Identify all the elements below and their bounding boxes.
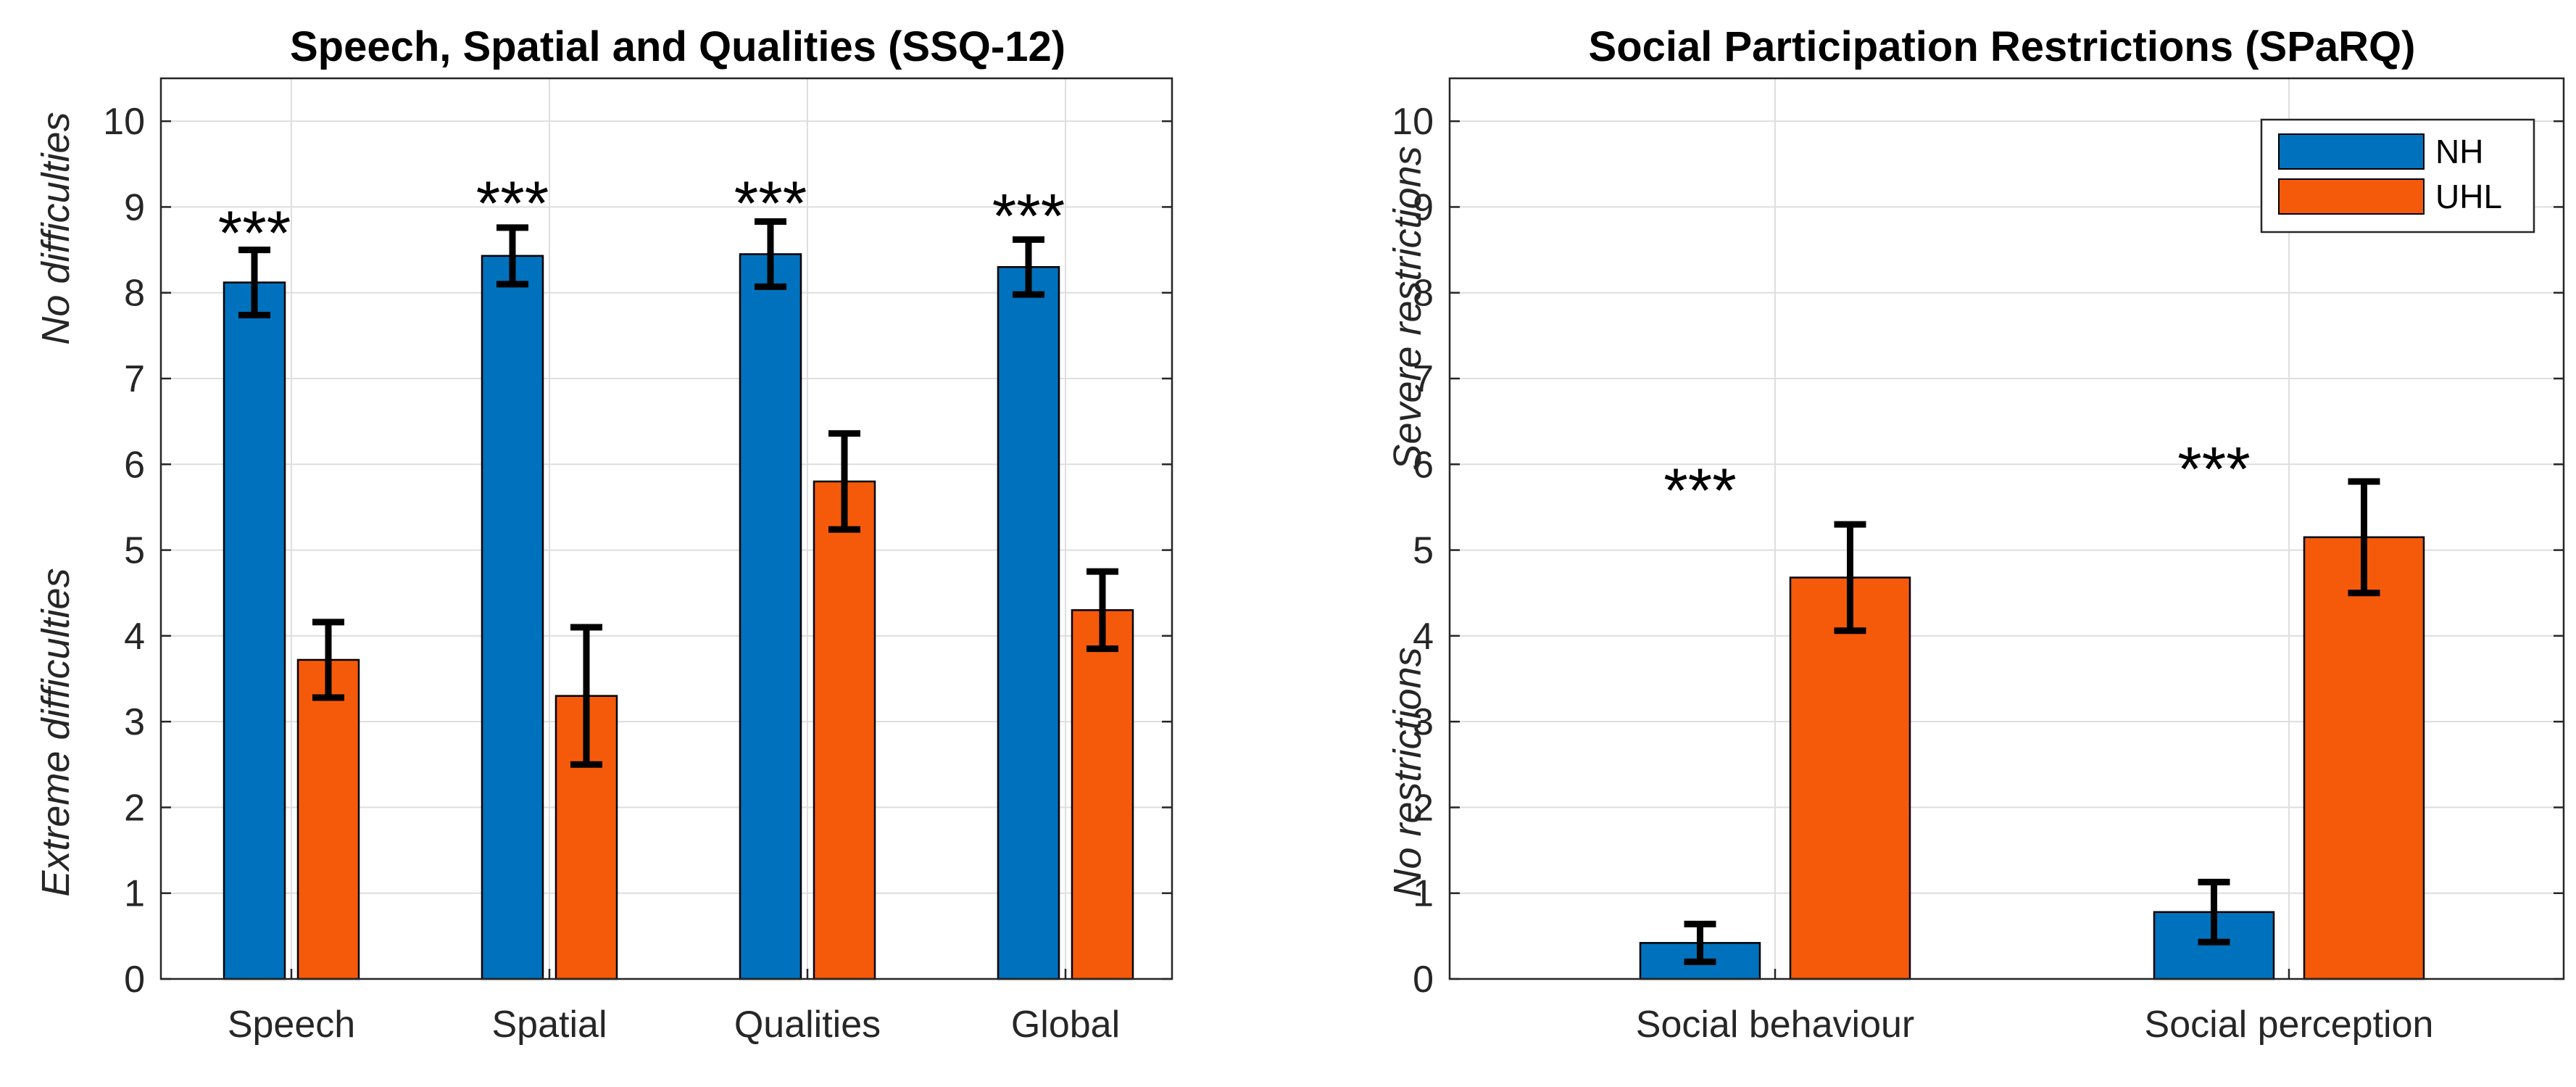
x-ticks: Social behaviour Social perception — [1636, 969, 2434, 1046]
y-tick-label: 4 — [1413, 616, 1434, 658]
bar — [1789, 576, 1911, 980]
legend-label: UHL — [2435, 178, 2502, 215]
y-tick-label: 8 — [124, 273, 145, 315]
y-label-top: No difficulties — [34, 112, 78, 344]
axes-box — [1448, 77, 2565, 980]
bar — [813, 480, 876, 980]
y-tick-label: 1 — [1413, 873, 1434, 915]
y-ticks: 0 1 2 3 4 5 6 7 8 9 10 — [1392, 101, 2564, 1001]
significance-marker: *** — [992, 182, 1065, 252]
x-tick-label: Global — [1011, 1004, 1120, 1046]
grid-lines — [161, 78, 1172, 980]
significance-marker: *** — [476, 169, 549, 239]
y-tick-label: 7 — [1413, 358, 1434, 400]
bar — [223, 281, 286, 980]
chart-2: 0 1 2 3 4 5 6 7 8 9 10 Social behaviour Social perce… — [1386, 23, 2565, 1046]
significance-annotations: *** *** — [1663, 434, 2250, 526]
y-tick-label: 5 — [124, 530, 145, 572]
y-tick-label: 10 — [103, 101, 145, 143]
bar — [739, 253, 802, 980]
y-tick-label: 8 — [1413, 273, 1434, 315]
y-tick-label: 0 — [124, 959, 145, 1001]
series-NH — [223, 218, 1060, 980]
series-NH — [1639, 878, 2275, 980]
significance-marker: *** — [218, 199, 291, 268]
y-tick-label: 0 — [1413, 959, 1434, 1001]
x-tick-label: Qualities — [734, 1004, 881, 1046]
y-tick-label: 3 — [1413, 701, 1434, 743]
x-ticks: Speech Spatial Qualities Global — [228, 969, 1120, 1046]
y-tick-label: 5 — [1413, 530, 1434, 572]
series-UHL — [1789, 478, 2425, 980]
bar — [1071, 609, 1134, 980]
y-tick-label: 2 — [124, 787, 145, 829]
y-label-top: Severe restrictions — [1386, 146, 1429, 470]
bar — [296, 658, 360, 980]
y-tick-label: 2 — [1413, 787, 1434, 829]
legend-swatch — [2278, 133, 2425, 170]
significance-marker: *** — [2177, 434, 2250, 504]
x-tick-label: Social perception — [2145, 1004, 2434, 1046]
bar — [481, 255, 544, 980]
significance-marker: *** — [1663, 456, 1736, 526]
x-tick-label: Speech — [228, 1004, 355, 1046]
y-tick-label: 3 — [124, 701, 145, 743]
chart-1: 0 1 2 3 4 5 6 7 8 9 10 Speech Spatial Qualities Global… — [34, 23, 1173, 1046]
chart-title: Social Participation Restrictions (SPaRQ… — [1589, 23, 2416, 70]
legend-swatch — [2278, 178, 2425, 215]
legend-label: NH — [2435, 133, 2483, 170]
bar — [997, 265, 1060, 980]
bar — [2303, 536, 2425, 980]
y-ticks: 0 1 2 3 4 5 6 7 8 9 10 — [103, 101, 1172, 1001]
series-UHL — [296, 430, 1134, 980]
significance-annotations: *** *** *** *** — [218, 169, 1065, 268]
y-tick-label: 9 — [124, 186, 145, 228]
y-tick-label: 10 — [1392, 101, 1434, 143]
y-tick-label: 6 — [124, 444, 145, 486]
y-tick-label: 9 — [1413, 186, 1434, 228]
chart-title: Speech, Spatial and Qualities (SSQ-12) — [290, 23, 1065, 70]
x-tick-label: Spatial — [492, 1004, 607, 1046]
y-tick-label: 4 — [124, 616, 145, 658]
y-tick-label: 7 — [124, 358, 145, 400]
significance-marker: *** — [734, 169, 807, 239]
y-tick-label: 1 — [124, 873, 145, 915]
y-label-bottom: No restrictions — [1386, 647, 1429, 897]
y-tick-label: 6 — [1413, 444, 1434, 486]
y-label-bottom: Extreme difficulties — [34, 568, 78, 896]
legend: NH UHL — [2260, 118, 2535, 233]
axes-box — [159, 77, 1173, 980]
x-tick-label: Social behaviour — [1636, 1004, 1914, 1046]
